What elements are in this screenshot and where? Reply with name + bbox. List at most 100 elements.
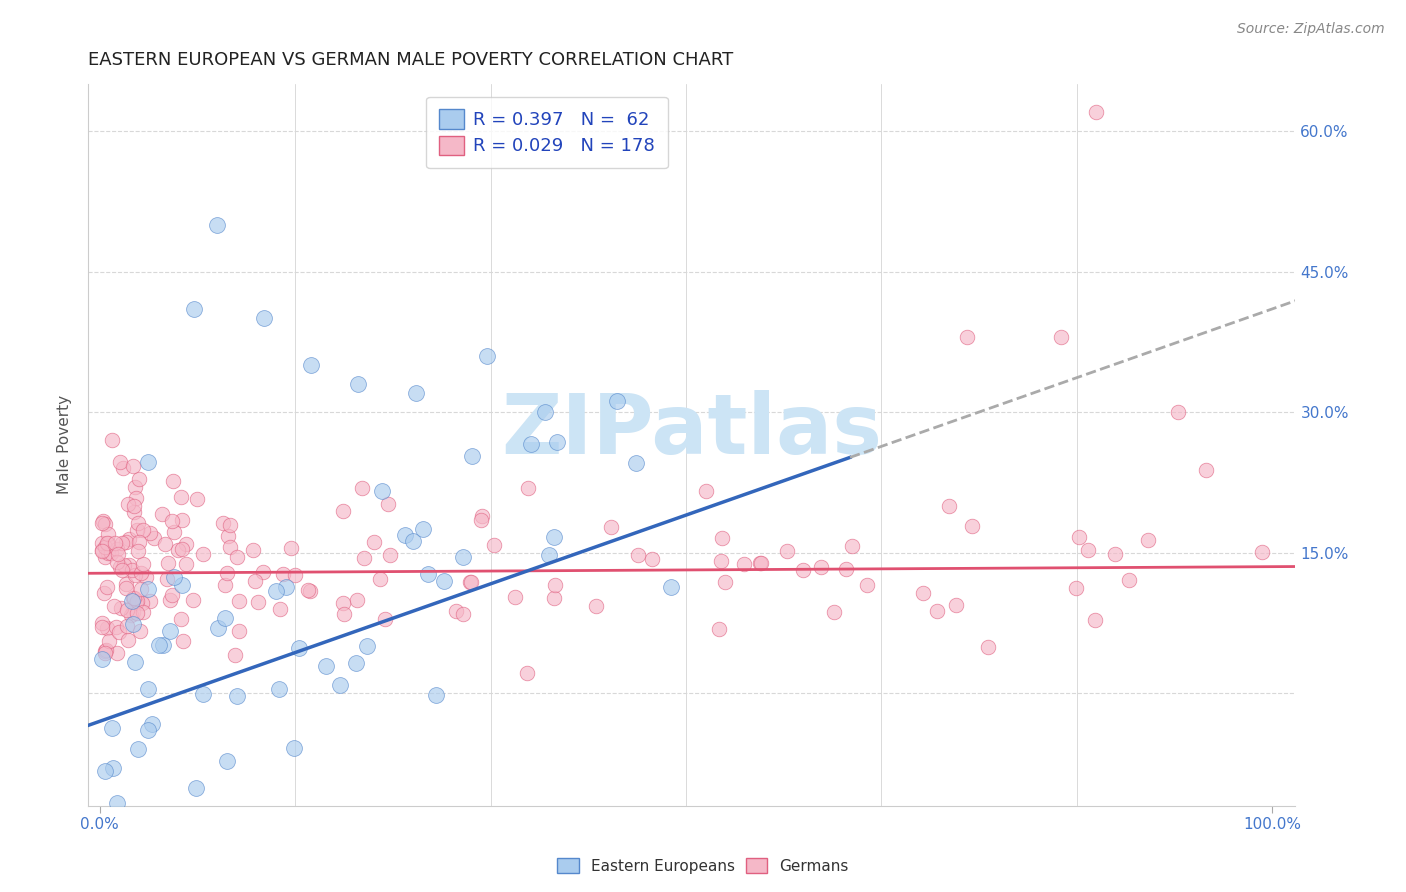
Point [333,848,356,863]
Point [122,458,145,473]
Point [353,550,375,565]
Point [425,688,447,702]
Point [110,560,132,574]
Point [131,596,153,610]
Point [191,547,214,561]
Point [695,483,717,498]
Point [129,566,152,581]
Point [346,376,368,391]
Point [174,557,197,571]
Point [960,518,983,533]
Point [332,607,354,621]
Point [124,568,146,582]
Point [823,605,845,619]
Text: Source: ZipAtlas.com: Source: ZipAtlas.com [1237,22,1385,37]
Point [299,358,322,372]
Point [288,641,311,656]
Point [252,565,274,579]
Point [356,640,378,654]
Point [810,560,832,574]
Point [105,555,128,569]
Point [101,722,124,736]
Point [519,437,541,451]
Point [543,577,565,591]
Point [105,541,128,556]
Point [284,567,307,582]
Point [329,678,352,692]
Point [710,531,733,545]
Point [100,546,122,560]
Point [214,578,236,592]
Point [1085,105,1108,120]
Point [606,393,628,408]
Point [159,592,181,607]
Point [186,781,208,796]
Point [205,218,228,232]
Point [1067,530,1090,544]
Point [394,528,416,542]
Point [733,557,755,571]
Point [111,536,134,550]
Point [219,518,242,533]
Point [97,526,120,541]
Point [139,526,162,541]
Legend: Eastern Europeans, Germans: Eastern Europeans, Germans [551,852,855,880]
Point [93,586,115,600]
Point [167,542,190,557]
Point [1195,463,1218,477]
Point [122,591,145,605]
Point [332,503,354,517]
Point [94,764,117,778]
Point [269,602,291,616]
Point [100,433,122,447]
Point [127,607,149,621]
Point [105,646,128,660]
Point [97,633,120,648]
Point [405,386,427,401]
Point [346,656,368,670]
Point [162,475,184,489]
Point [707,622,730,636]
Point [460,575,482,590]
Point [125,491,148,505]
Point [159,624,181,639]
Point [150,507,173,521]
Point [226,690,249,704]
Point [97,536,120,550]
Point [112,558,135,573]
Point [122,500,145,514]
Point [482,538,505,552]
Point [516,666,538,681]
Text: EASTERN EUROPEAN VS GERMAN MALE POVERTY CORRELATION CHART: EASTERN EUROPEAN VS GERMAN MALE POVERTY … [89,51,734,69]
Point [94,643,117,657]
Point [1136,533,1159,548]
Point [332,595,354,609]
Point [242,543,264,558]
Point [543,591,565,605]
Point [91,542,114,557]
Point [709,553,731,567]
Point [115,618,138,632]
Point [91,544,114,558]
Point [1084,613,1107,627]
Point [418,566,440,581]
Point [91,516,114,530]
Point [444,604,467,618]
Point [115,603,138,617]
Point [104,536,127,550]
Point [714,575,737,590]
Point [792,563,814,577]
Point [110,601,132,615]
Point [122,506,145,520]
Point [105,796,128,810]
Point [219,540,242,554]
Point [128,534,150,549]
Point [107,547,129,561]
Point [350,481,373,495]
Point [433,574,456,588]
Point [174,826,197,840]
Point [114,576,136,591]
Point [377,497,399,511]
Point [96,580,118,594]
Point [315,659,337,673]
